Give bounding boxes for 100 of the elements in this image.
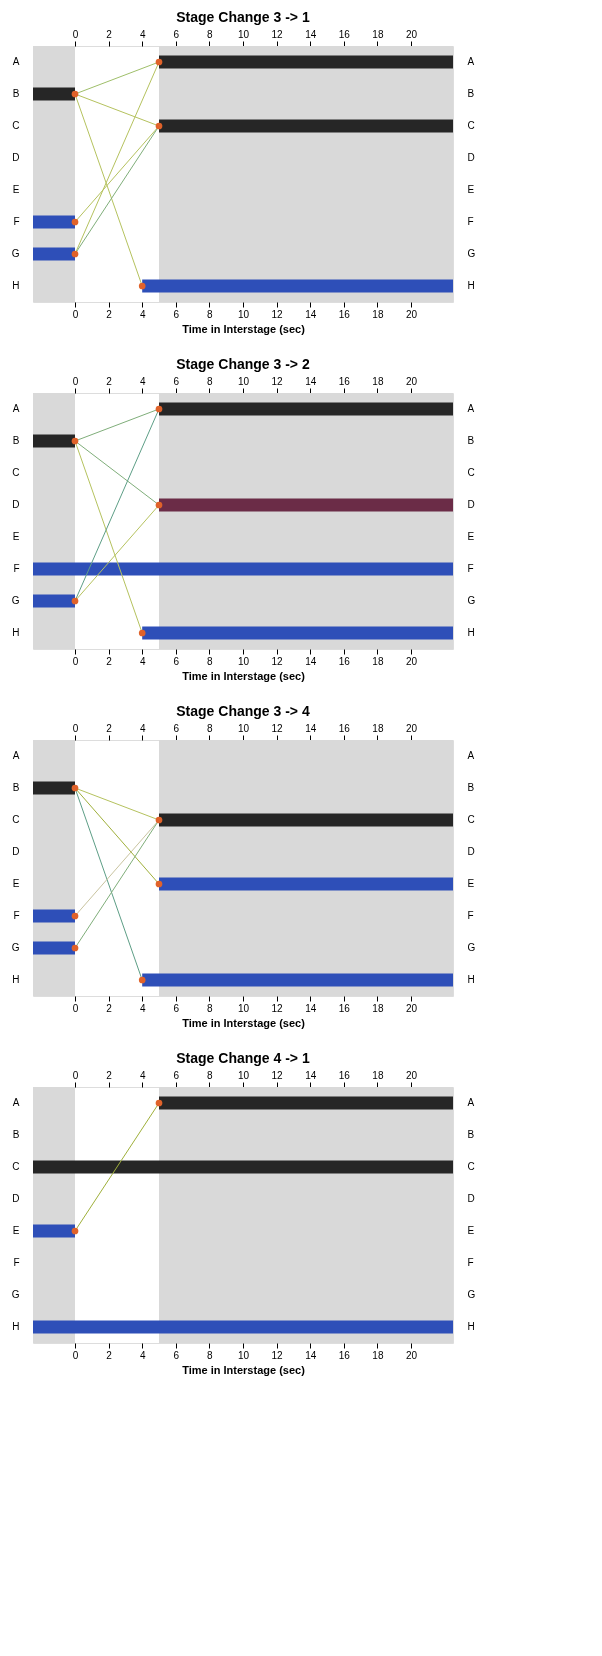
y-tick-label: C — [12, 120, 20, 131]
y2-tick-label: H — [467, 974, 475, 985]
y2-tick-label: H — [467, 627, 475, 638]
x-tick-label: 18 — [372, 28, 384, 40]
x2-tick-label: 8 — [207, 1349, 214, 1361]
x2-tick-label: 18 — [372, 308, 384, 320]
x-tick-label: 2 — [106, 722, 113, 734]
x2-tick-label: 2 — [106, 308, 113, 320]
x2-tick-label: 0 — [72, 308, 79, 320]
x2-tick-label: 16 — [338, 655, 351, 667]
x-tick-label: 4 — [139, 1069, 146, 1081]
y-tick-label: H — [12, 627, 20, 638]
x-axis-title: Time in Interstage (sec) — [182, 669, 306, 682]
y-tick-label: C — [12, 467, 20, 478]
x2-tick-label: 8 — [207, 1002, 214, 1014]
x-tick-label: 12 — [271, 375, 284, 387]
x2-tick-label: 10 — [237, 1002, 250, 1014]
x2-tick-label: 0 — [72, 1002, 79, 1014]
y-tick-label: D — [12, 152, 20, 163]
x-tick-label: 10 — [237, 28, 250, 40]
y2-tick-label: D — [467, 846, 475, 857]
y2-tick-label: B — [467, 1129, 475, 1140]
x2-tick-label: 4 — [139, 1349, 146, 1361]
y2-tick-label: F — [467, 563, 474, 574]
x2-tick-label: 12 — [271, 655, 284, 667]
y2-tick-label: D — [467, 499, 475, 510]
x2-tick-label: 0 — [72, 655, 79, 667]
x-tick-label: 14 — [305, 1069, 317, 1081]
y2-tick-label: F — [467, 910, 474, 921]
x-tick-label: 10 — [237, 722, 250, 734]
y2-tick-label: C — [467, 120, 475, 131]
y2-tick-label: E — [467, 531, 475, 542]
y-tick-label: H — [12, 280, 20, 291]
x-tick-label: 18 — [372, 1069, 384, 1081]
x-tick-label: 4 — [139, 28, 146, 40]
x-tick-label: 12 — [271, 1069, 284, 1081]
x-tick-label: 18 — [372, 722, 384, 734]
x-tick-label: 6 — [173, 722, 180, 734]
x-tick-label: 8 — [207, 28, 214, 40]
x2-tick-label: 16 — [338, 1002, 351, 1014]
x-tick-label: 8 — [207, 722, 214, 734]
x-tick-label: 2 — [106, 375, 113, 387]
y2-tick-label: G — [467, 1289, 476, 1300]
y-tick-label: F — [13, 216, 20, 227]
x-tick-label: 10 — [237, 1069, 250, 1081]
y2-tick-label: B — [467, 435, 475, 446]
x-tick-label: 16 — [338, 375, 351, 387]
x2-tick-label: 14 — [305, 655, 317, 667]
chart-title: Stage Change 4 -> 1 — [176, 1050, 310, 1066]
y-tick-label: H — [12, 1321, 20, 1332]
y-tick-label: E — [12, 878, 20, 889]
y-tick-label: G — [11, 1289, 20, 1300]
chart-title: Stage Change 3 -> 2 — [176, 356, 310, 372]
x-tick-label: 20 — [405, 375, 418, 387]
x-tick-label: 2 — [106, 1069, 113, 1081]
x-tick-label: 18 — [372, 375, 384, 387]
y2-tick-label: B — [467, 88, 475, 99]
x-tick-label: 4 — [139, 375, 146, 387]
x2-tick-label: 10 — [237, 1349, 250, 1361]
y-tick-label: B — [12, 782, 20, 793]
y2-tick-label: E — [467, 1225, 475, 1236]
x2-tick-label: 4 — [139, 1002, 146, 1014]
x2-tick-label: 14 — [305, 308, 317, 320]
y-tick-label: A — [12, 403, 20, 414]
y2-tick-label: C — [467, 814, 475, 825]
x2-tick-label: 16 — [338, 1349, 351, 1361]
y2-tick-label: E — [467, 878, 475, 889]
x-tick-label: 20 — [405, 28, 418, 40]
y2-tick-label: B — [467, 782, 475, 793]
x2-tick-label: 4 — [139, 308, 146, 320]
y2-tick-label: H — [467, 1321, 475, 1332]
x-tick-label: 4 — [139, 722, 146, 734]
x-tick-label: 20 — [405, 1069, 418, 1081]
x-tick-label: 20 — [405, 722, 418, 734]
x2-tick-label: 18 — [372, 1002, 384, 1014]
y2-tick-label: G — [467, 595, 476, 606]
x2-tick-label: 0 — [72, 1349, 79, 1361]
y2-tick-label: C — [467, 1161, 475, 1172]
y-tick-label: E — [12, 531, 20, 542]
x2-tick-label: 6 — [173, 308, 180, 320]
y2-tick-label: A — [467, 403, 475, 414]
x2-tick-label: 6 — [173, 1002, 180, 1014]
y2-tick-label: A — [467, 1097, 475, 1108]
y2-tick-label: A — [467, 750, 475, 761]
x2-tick-label: 2 — [106, 1002, 113, 1014]
y-tick-label: B — [12, 88, 20, 99]
x2-tick-label: 20 — [405, 655, 418, 667]
x-tick-label: 10 — [237, 375, 250, 387]
y-tick-label: C — [12, 1161, 20, 1172]
y2-tick-label: D — [467, 152, 475, 163]
x-axis-title: Time in Interstage (sec) — [182, 1363, 306, 1376]
x2-tick-label: 8 — [207, 655, 214, 667]
y2-tick-label: A — [467, 56, 475, 67]
x-tick-label: 14 — [305, 375, 317, 387]
y-tick-label: B — [12, 435, 20, 446]
y-tick-label: D — [12, 1193, 20, 1204]
x-tick-label: 16 — [338, 722, 351, 734]
x-tick-label: 2 — [106, 28, 113, 40]
x-tick-label: 0 — [72, 375, 79, 387]
x-axis-title: Time in Interstage (sec) — [182, 1016, 306, 1029]
